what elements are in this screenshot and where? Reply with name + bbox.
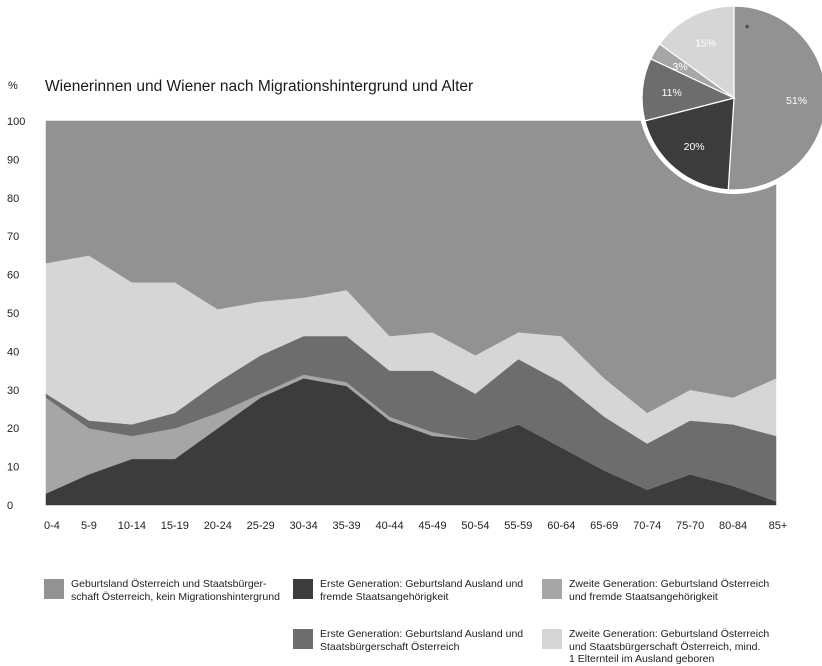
pie-slice-label: 15%: [695, 37, 716, 49]
pie-slice-label: 51%: [786, 95, 807, 107]
pie-slice-label: 11%: [662, 87, 682, 99]
pie-inset: 51%20%11%3%15%: [638, 2, 822, 194]
legend-label: Zweite Generation: Geburtsland Österreic…: [569, 628, 769, 666]
y-tick-label: 0: [7, 500, 13, 512]
x-tick-label: 50-54: [461, 520, 489, 532]
x-tick-label: 80-84: [719, 520, 747, 532]
x-tick-label: 25-29: [247, 520, 275, 532]
legend-item: Zweite Generation: Geburtsland Österreic…: [542, 628, 769, 666]
legend-label: Erste Generation: Geburtsland Ausland un…: [320, 578, 523, 603]
x-tick-label: 60-64: [547, 520, 575, 532]
y-tick-label: 10: [7, 462, 19, 474]
legend-swatch: [293, 629, 313, 649]
stacked-areas: [46, 121, 776, 505]
legend-swatch: [542, 629, 562, 649]
x-tick-label: 75-70: [676, 520, 704, 532]
legend-swatch: [542, 579, 562, 599]
y-tick-label: 60: [7, 270, 19, 282]
y-tick-label: 40: [7, 346, 19, 358]
x-tick-label: 0-4: [44, 520, 60, 532]
legend-item: Erste Generation: Geburtsland Ausland un…: [293, 578, 523, 603]
x-tick-label: 35-39: [333, 520, 361, 532]
y-tick-label: 70: [7, 231, 19, 243]
x-tick-label: 10-14: [118, 520, 146, 532]
legend-label: Geburtsland Österreich und Staatsbürger-…: [71, 578, 280, 603]
x-tick-label: 20-24: [204, 520, 232, 532]
legend-item: Zweite Generation: Geburtsland Österreic…: [542, 578, 769, 603]
y-tick-label: 100: [7, 116, 25, 128]
chart-title: Wienerinnen und Wiener nach Migrationshi…: [45, 78, 473, 95]
x-tick-label: 45-49: [418, 520, 446, 532]
y-axis-unit-label: %: [8, 80, 18, 92]
x-tick-label: 55-59: [504, 520, 532, 532]
x-tick-label: 40-44: [375, 520, 403, 532]
pie-slice-1: [728, 6, 822, 190]
pie-annotation: *: [745, 23, 750, 35]
legend-swatch: [44, 579, 64, 599]
x-tick-label: 30-34: [290, 520, 318, 532]
x-tick-label: 15-19: [161, 520, 189, 532]
x-axis: 0-4 5-9 10-14 15-19 20-24 25-29 30-34 35-39 40-4…: [44, 520, 787, 532]
x-tick-label: 5-9: [81, 520, 97, 532]
x-tick-label: 70-74: [633, 520, 661, 532]
legend-item: Erste Generation: Geburtsland Ausland un…: [293, 628, 523, 653]
y-tick-label: 80: [7, 193, 19, 205]
legend-item: Geburtsland Österreich und Staatsbürger-…: [44, 578, 280, 603]
legend-label: Erste Generation: Geburtsland Ausland un…: [320, 628, 523, 653]
pie-slice-label: 20%: [684, 141, 705, 153]
y-axis: 0 10 20 30 40 50 60 70 80 90 100: [7, 116, 25, 512]
y-tick-label: 90: [7, 154, 19, 166]
y-tick-label: 30: [7, 385, 19, 397]
legend-label: Zweite Generation: Geburtsland Österreic…: [569, 578, 769, 603]
legend-swatch: [293, 579, 313, 599]
x-tick-label: 65-69: [590, 520, 618, 532]
y-tick-label: 20: [7, 423, 19, 435]
y-tick-label: 50: [7, 308, 19, 320]
x-tick-label: 85+: [769, 520, 788, 532]
